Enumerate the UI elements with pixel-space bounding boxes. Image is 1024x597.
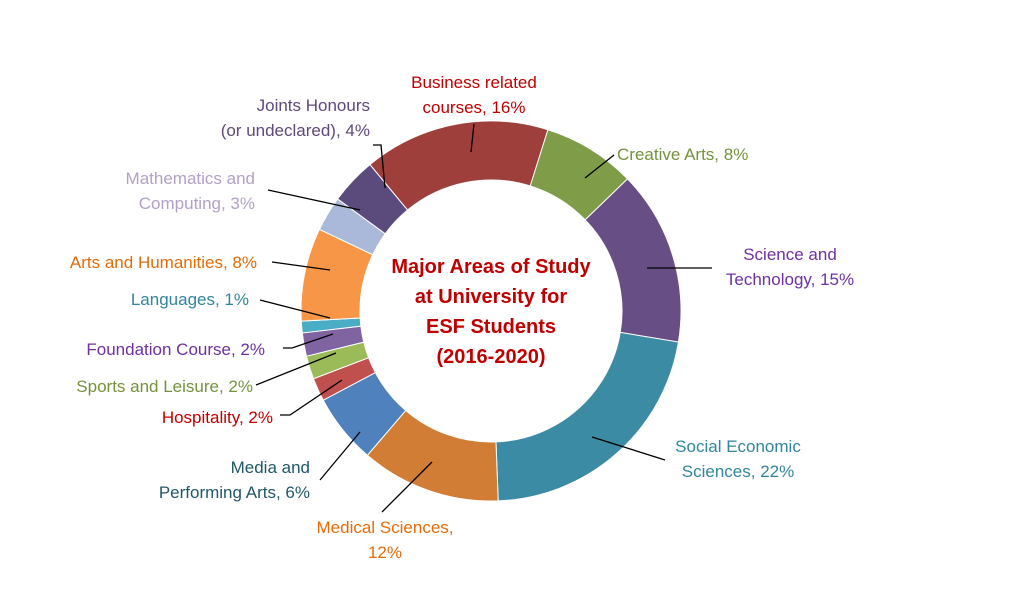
slice-label-line: Science and	[743, 245, 837, 264]
slice-label-line: 12%	[367, 543, 403, 562]
slice-label-line: Business related	[411, 73, 537, 92]
slice-label: Languages, 1%	[131, 287, 249, 312]
leader-line	[267, 189, 361, 211]
slice-label: Sports and Leisure, 2%	[76, 374, 253, 399]
slice-label: Foundation Course, 2%	[86, 337, 265, 362]
slice-label-line: Social Economic	[675, 437, 801, 456]
leader-line	[381, 461, 433, 513]
slice-label-line: Performing Arts, 6%	[158, 483, 310, 502]
slice-label-line: Sports and Leisure, 2%	[76, 377, 253, 396]
chart-title-line: at University for	[414, 286, 568, 308]
slice-label-line: Technology, 15%	[725, 270, 855, 289]
slice-label-line: Hospitality, 2%	[161, 408, 273, 427]
slice-label-line: Joints Honours	[256, 96, 370, 115]
leader-line	[470, 123, 475, 153]
slice-label: Mathematics and Computing, 3%	[126, 166, 255, 216]
slice-label: Social Economic Sciences, 22%	[675, 434, 801, 484]
slice-label: Hospitality, 2%	[162, 405, 273, 430]
chart-title-line: ESF Students	[425, 316, 556, 338]
chart-title-line: Major Areas of Study	[391, 256, 591, 278]
chart-title: Major Areas of Study at University for E…	[376, 252, 606, 372]
leader-line	[591, 436, 666, 461]
leader-line	[280, 379, 343, 416]
slice-label-line: Medical Sciences,	[316, 518, 454, 537]
slice-label-line: Sciences, 22%	[681, 462, 795, 481]
chart-title-line: (2016-2020)	[436, 346, 546, 368]
slice-label: Arts and Humanities, 8%	[70, 250, 257, 275]
slice-label-line: Computing, 3%	[138, 194, 255, 213]
leader-line	[271, 261, 331, 271]
slice-label: Media and Performing Arts, 6%	[159, 455, 310, 505]
slice-label-line: courses, 16%	[422, 98, 526, 117]
slice-label: Creative Arts, 8%	[617, 142, 748, 167]
leader-line	[259, 299, 331, 319]
leader-line	[319, 431, 361, 481]
slice-label-line: Creative Arts, 8%	[617, 145, 749, 164]
slice-label: Joints Honours (or undeclared), 4%	[221, 93, 370, 143]
leader-line	[584, 154, 615, 179]
slice-label-line: Media and	[230, 458, 310, 477]
slice-label-line: Foundation Course, 2%	[86, 340, 265, 359]
slice-label-line: Languages, 1%	[130, 290, 249, 309]
slice-label: Business related courses, 16%	[411, 70, 537, 120]
slice-label: Medical Sciences, 12%	[316, 515, 453, 565]
slice-label-line: Arts and Humanities, 8%	[69, 253, 257, 272]
donut-slice-joints-honours-or-undeclared	[336, 163, 409, 235]
leader-line	[255, 352, 337, 386]
slice-label-line: Mathematics and	[125, 169, 255, 188]
leader-line	[283, 333, 334, 349]
slice-label-line: (or undeclared), 4%	[220, 121, 370, 140]
leader-line	[373, 144, 386, 189]
slice-label: Science and Technology, 15%	[726, 242, 854, 292]
